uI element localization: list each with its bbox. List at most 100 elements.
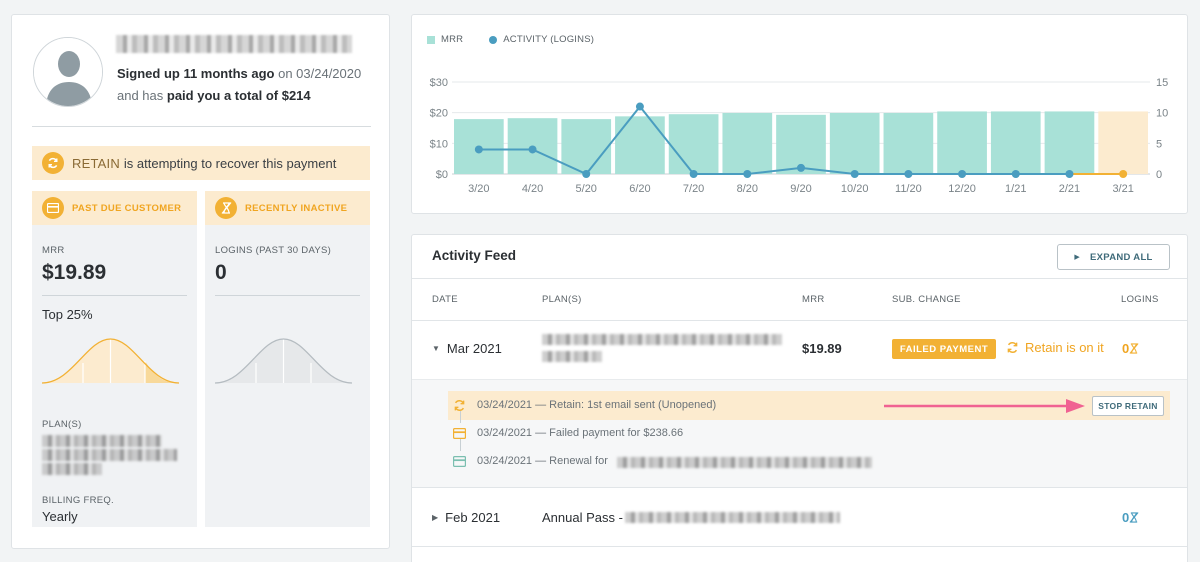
inactive-title: RECENTLY INACTIVE xyxy=(245,202,348,214)
y-right-tick-label: 5 xyxy=(1156,138,1162,150)
logins-point xyxy=(904,170,913,178)
logins-point xyxy=(1065,170,1074,178)
plan-name-redacted xyxy=(42,449,177,461)
plan-name-redacted xyxy=(42,435,162,447)
logins-point xyxy=(689,170,698,178)
column-logins[interactable]: LOGINS xyxy=(1121,294,1159,305)
x-tick-label: 7/20 xyxy=(683,183,704,195)
bar-mrr xyxy=(990,111,1041,174)
logins-line xyxy=(478,104,1070,176)
hourglass-off-icon xyxy=(1129,512,1139,523)
x-tick-label: 4/20 xyxy=(522,183,543,195)
plan-name-redacted xyxy=(42,463,102,475)
column-date[interactable]: DATE xyxy=(432,294,458,305)
row-logins-value: 0 xyxy=(1122,510,1130,525)
credit-card-icon xyxy=(453,428,466,439)
signup-date: on 03/24/2020 xyxy=(278,66,362,81)
bar-mrr xyxy=(561,119,612,174)
logins-point xyxy=(958,170,967,178)
total-paid: paid you a total of $214 xyxy=(166,88,311,103)
inactive-panel: RECENTLY INACTIVE LOGINS (PAST 30 DAYS) … xyxy=(205,191,370,527)
billing-freq-value: Yearly xyxy=(42,509,78,524)
logins-point xyxy=(582,170,591,178)
plan-name-redacted xyxy=(617,457,872,468)
x-tick-label: 1/21 xyxy=(1005,183,1026,195)
row-date-label: Mar 2021 xyxy=(446,341,502,356)
chart-plot: $30 $20 $10 $0 15 10 5 0 3/20 4/20 5/20 6/20 7/20 8/2… xyxy=(430,77,1169,195)
row-logins-value: 0 xyxy=(1122,341,1130,356)
percentile-label: Top 25% xyxy=(42,307,93,322)
logins-value: 0 xyxy=(215,261,227,284)
bar-mrr xyxy=(883,112,934,174)
bar-mrr xyxy=(937,111,987,174)
logins-point xyxy=(635,102,644,111)
x-tick-label: 2/21 xyxy=(1059,183,1080,195)
feed-header: Activity Feed ▶ EXPAND ALL xyxy=(412,235,1187,279)
caret-right-icon[interactable]: ▶ xyxy=(432,513,439,522)
x-tick-label: 8/20 xyxy=(737,183,758,195)
column-plans[interactable]: PLAN(S) xyxy=(542,294,582,305)
plan-name-redacted xyxy=(542,351,602,362)
signup-summary: Signed up 11 months ago on 03/24/2020 an… xyxy=(117,63,379,107)
event-text: — Failed payment for $238.66 xyxy=(535,427,684,439)
row-logins: 0 xyxy=(1122,341,1139,356)
row-date-label: Feb 2021 xyxy=(445,510,501,525)
retain-banner: RETAIN is attempting to recover this pay… xyxy=(32,146,370,180)
chart-legend: MRR ACTIVITY (LOGINS) xyxy=(427,34,594,45)
feed-title: Activity Feed xyxy=(432,248,517,263)
y-left-tick-label: $10 xyxy=(430,138,448,150)
legend-mrr: MRR xyxy=(441,34,464,45)
row-mrr: $19.89 xyxy=(802,341,842,356)
x-tick-label: 11/20 xyxy=(895,183,922,195)
retain-status-label: Retain is on it xyxy=(1025,340,1104,355)
bar-mrr xyxy=(829,112,880,174)
legend-swatch-mrr xyxy=(427,35,435,44)
divider xyxy=(412,320,1187,321)
stop-retain-button[interactable]: STOP RETAIN xyxy=(1092,396,1164,416)
retain-label: RETAIN xyxy=(72,155,120,171)
logins-point xyxy=(1011,170,1020,178)
avatar xyxy=(33,37,103,107)
inactive-header: RECENTLY INACTIVE xyxy=(205,191,370,225)
row-plan: Annual Pass - xyxy=(542,510,623,525)
pointer-arrow-icon xyxy=(884,399,1085,413)
divider xyxy=(412,546,1187,547)
column-sub-change[interactable]: SUB. CHANGE xyxy=(892,294,961,305)
column-mrr[interactable]: MRR xyxy=(802,294,825,305)
past-due-title: PAST DUE CUSTOMER xyxy=(72,202,182,214)
hourglass-off-icon xyxy=(215,197,237,219)
sync-icon xyxy=(454,400,465,411)
timeline-connector xyxy=(460,439,461,451)
plan-name-redacted xyxy=(542,334,782,345)
billing-freq-label: BILLING FREQ. xyxy=(42,495,115,506)
distribution-curve-grey xyxy=(215,338,352,384)
expand-all-button[interactable]: ▶ EXPAND ALL xyxy=(1057,244,1170,270)
caret-down-icon[interactable]: ▼ xyxy=(432,344,440,353)
mrr-activity-chart: MRR ACTIVITY (LOGINS) $30 $20 $10 $0 15 10 5 0 3… xyxy=(411,14,1188,214)
logins-point xyxy=(797,163,805,172)
x-tick-label: 10/20 xyxy=(841,183,869,195)
bar-mrr xyxy=(615,116,665,174)
event-text: — Renewal for xyxy=(535,455,608,467)
distribution-curve-highlighted xyxy=(42,338,179,384)
legend-swatch-logins xyxy=(489,35,498,44)
bar-mrr xyxy=(1098,111,1148,174)
sync-icon xyxy=(1007,342,1018,353)
credit-card-icon xyxy=(42,197,64,219)
event-retain-email: 03/24/2021 — Retain: 1st email sent (Uno… xyxy=(477,399,716,411)
activity-feed: Activity Feed ▶ EXPAND ALL DATE PLAN(S) … xyxy=(411,234,1188,562)
logins-point xyxy=(850,170,859,178)
row-date[interactable]: ▶ Feb 2021 xyxy=(432,510,500,525)
renewal-card-icon xyxy=(453,456,466,467)
y-right-tick-label: 0 xyxy=(1156,169,1162,181)
failed-payment-badge: FAILED PAYMENT xyxy=(892,339,996,359)
divider xyxy=(32,126,371,127)
row-date[interactable]: ▼ Mar 2021 xyxy=(432,341,502,356)
logins-point xyxy=(1119,170,1128,178)
event-date: 03/24/2021 xyxy=(477,455,533,467)
row-details: 03/24/2021 — Retain: 1st email sent (Uno… xyxy=(412,379,1187,488)
bar-mrr xyxy=(722,112,773,174)
mrr-value: $19.89 xyxy=(42,261,107,284)
past-due-panel: PAST DUE CUSTOMER MRR $19.89 Top 25% PLA… xyxy=(32,191,197,527)
x-tick-label: 6/20 xyxy=(629,183,650,195)
